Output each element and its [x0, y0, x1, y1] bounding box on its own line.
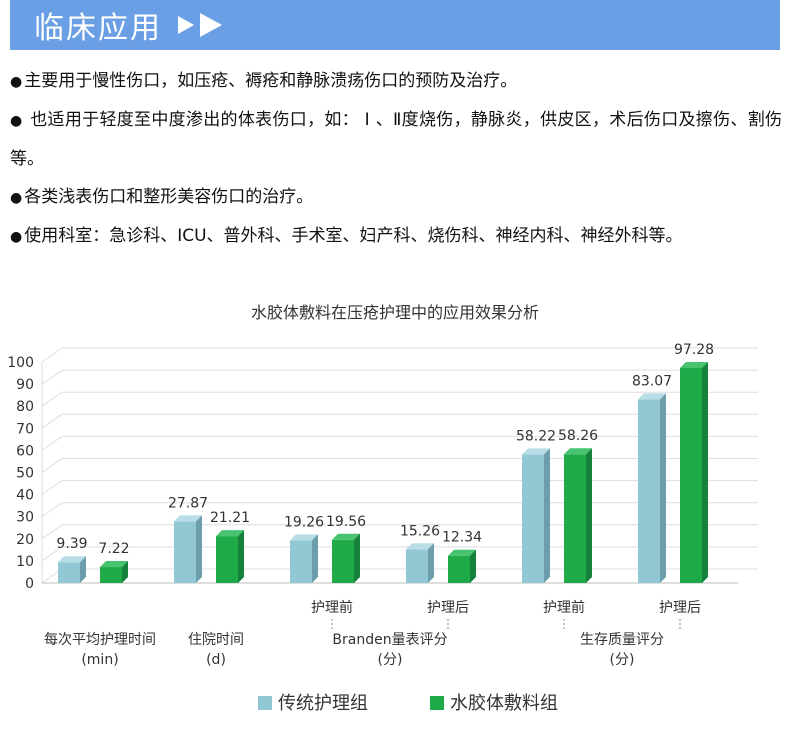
x-group-unit: (min) [81, 652, 118, 668]
bar [448, 555, 470, 583]
gridline [41, 347, 758, 363]
legend-label: 水胶体敷料组 [450, 693, 558, 714]
x-sub-label: 护理前 [543, 599, 585, 616]
bar-chart: 水胶体敷料在压疮护理中的应用效果分析 0 10 20 30 40 50 60 70 80 90 100… [0, 296, 790, 741]
bar-side [196, 515, 202, 583]
x-group-unit: (d) [206, 652, 226, 668]
data-label: 15.26 [400, 523, 440, 539]
bar-top [638, 393, 666, 400]
chart-svg: 水胶体敷料在压疮护理中的应用效果分析 0 10 20 30 40 50 60 70 80 90 100… [7, 303, 758, 714]
bar-top [216, 530, 244, 537]
bullet-dot-icon: ● [10, 74, 23, 90]
data-label: 97.28 [674, 342, 714, 358]
bar-side [586, 448, 592, 583]
bar [290, 540, 312, 583]
bar-top [100, 561, 128, 568]
bar [58, 562, 80, 583]
list-item: ● 使用科室：急诊科、ICU、普外科、手术室、妇产科、烧伤科、神经内科、神经外科等… [10, 226, 683, 246]
bar-side [660, 393, 666, 583]
list-item: ● 主要用于慢性伤口，如压疮、褥疮和静脉溃疡伤口的预防及治疗。 [10, 71, 518, 91]
bar-side [354, 533, 360, 583]
data-label: 19.26 [284, 514, 324, 530]
gridline [41, 435, 758, 451]
bar-top [564, 448, 592, 455]
bar [174, 521, 196, 583]
x-group-unit: (分) [378, 652, 403, 668]
y-tick-label: 70 [16, 421, 34, 437]
data-label: 7.22 [98, 541, 129, 557]
y-tick-label: 100 [7, 355, 34, 371]
bar-top [522, 448, 550, 455]
x-group-label: 住院时间 [188, 632, 244, 648]
data-label: 83.07 [632, 373, 672, 389]
y-tick-label: 40 [16, 488, 34, 504]
bar-side [312, 534, 318, 583]
y-tick-label: 60 [16, 443, 34, 459]
bar [564, 454, 586, 583]
data-label: 9.39 [56, 536, 87, 552]
bar [216, 536, 238, 583]
y-tick-label: 50 [16, 466, 34, 482]
bar [680, 368, 702, 583]
bar-side [122, 561, 128, 583]
x-group-unit: (分) [610, 652, 635, 668]
x-sub-label: 护理前 [311, 599, 353, 616]
gridline [41, 413, 758, 429]
y-tick-label: 90 [16, 377, 34, 393]
legend-swatch [258, 696, 272, 710]
list-item: ● 各类浅表伤口和整形美容伤口的治疗。 [10, 187, 314, 207]
data-label: 19.56 [326, 514, 366, 530]
bar-top [680, 362, 708, 369]
x-sub-label: 护理后 [659, 600, 701, 616]
bar [100, 567, 122, 583]
data-label: 58.22 [516, 428, 556, 444]
y-tick-label: 80 [16, 399, 34, 415]
bar-side [544, 448, 550, 583]
bar-side [470, 549, 476, 583]
bar-top [332, 533, 360, 540]
bullet-dot-icon: ● [10, 229, 23, 245]
bar-top [290, 534, 318, 541]
y-tick-label: 20 [16, 532, 34, 548]
bar [406, 549, 428, 583]
x-group-label: Branden量表评分 [332, 632, 447, 648]
chart-title: 水胶体敷料在压疮护理中的应用效果分析 [251, 303, 539, 322]
y-tick-label: 30 [16, 510, 34, 526]
bar-top [406, 543, 434, 550]
bar-side [238, 530, 244, 583]
x-sub-label: 护理后 [427, 600, 469, 616]
bar-side [80, 556, 86, 583]
y-tick-label: 0 [25, 576, 34, 592]
bar-side [702, 362, 708, 583]
data-label: 27.87 [168, 495, 208, 511]
bullet-dot-icon: ● [10, 190, 23, 206]
bar-side [428, 543, 434, 583]
bar [522, 454, 544, 583]
data-label: 12.34 [442, 530, 482, 546]
gridline [41, 391, 758, 407]
bullet-dot-icon: ● [10, 113, 23, 129]
data-label: 21.21 [210, 510, 250, 526]
double-arrow-icon [178, 13, 222, 37]
bar-top [448, 549, 476, 556]
banner-title: 临床应用 [34, 11, 162, 46]
y-tick-label: 10 [16, 554, 34, 570]
legend-swatch [430, 696, 444, 710]
bar-top [174, 515, 202, 522]
bar-top [58, 556, 86, 563]
data-label: 58.26 [558, 428, 598, 444]
x-group-label: 生存质量评分 [580, 632, 664, 648]
bar [638, 399, 660, 583]
x-group-label: 每次平均护理时间 [44, 632, 156, 648]
usage-list: ● 主要用于慢性伤口，如压疮、褥疮和静脉溃疡伤口的预防及治疗。 ● 也适用于轻度至… [10, 62, 782, 256]
gridline [41, 369, 758, 385]
header-banner: 临床应用 [10, 0, 780, 50]
list-item: ● 也适用于轻度至中度渗出的体表伤口，如： Ⅰ 、Ⅱ度烧伤，静脉炎，供皮区，术后… [10, 110, 783, 169]
bar [332, 539, 354, 583]
legend-label: 传统护理组 [278, 693, 368, 714]
